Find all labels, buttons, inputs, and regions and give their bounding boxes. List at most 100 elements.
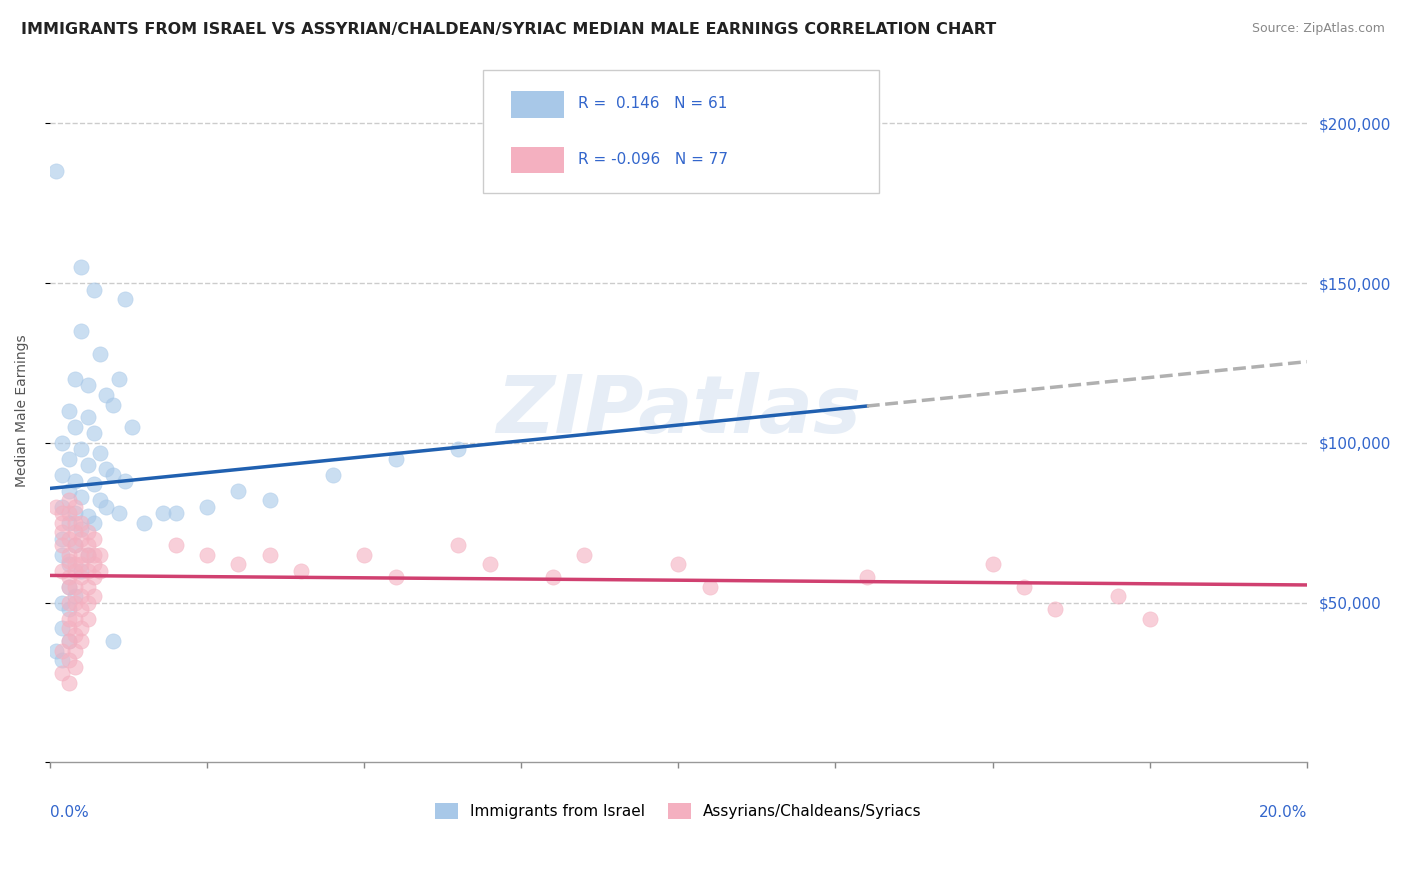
Point bbox=[63, 516, 86, 530]
Point bbox=[58, 634, 80, 648]
Point bbox=[76, 538, 98, 552]
Point bbox=[63, 372, 86, 386]
Point bbox=[51, 665, 73, 680]
Point bbox=[76, 378, 98, 392]
Point bbox=[58, 621, 80, 635]
Point bbox=[1012, 580, 1035, 594]
Point bbox=[58, 580, 80, 594]
Point bbox=[70, 548, 93, 562]
Point bbox=[1139, 612, 1161, 626]
Point bbox=[96, 388, 118, 402]
Point bbox=[63, 538, 86, 552]
Point bbox=[58, 493, 80, 508]
FancyBboxPatch shape bbox=[484, 70, 879, 194]
Point bbox=[70, 621, 93, 635]
Text: R =  0.146   N = 61: R = 0.146 N = 61 bbox=[578, 95, 727, 111]
Point bbox=[89, 493, 111, 508]
Point bbox=[70, 564, 93, 578]
Point bbox=[70, 532, 93, 546]
Point bbox=[76, 548, 98, 562]
Point bbox=[195, 548, 218, 562]
Point bbox=[96, 461, 118, 475]
Point bbox=[63, 500, 86, 514]
Point bbox=[132, 516, 155, 530]
Point bbox=[70, 558, 93, 572]
Point bbox=[699, 580, 721, 594]
Text: 0.0%: 0.0% bbox=[49, 805, 89, 820]
Point bbox=[70, 634, 93, 648]
Point bbox=[76, 410, 98, 425]
Point bbox=[51, 516, 73, 530]
Point bbox=[51, 564, 73, 578]
Point bbox=[51, 436, 73, 450]
Point bbox=[51, 532, 73, 546]
Point bbox=[58, 602, 80, 616]
Point bbox=[83, 558, 105, 572]
Point bbox=[121, 420, 143, 434]
Point bbox=[63, 525, 86, 540]
Point bbox=[541, 570, 564, 584]
Point bbox=[165, 506, 187, 520]
Point bbox=[51, 538, 73, 552]
Point bbox=[1107, 590, 1129, 604]
Point bbox=[63, 596, 86, 610]
Point bbox=[45, 643, 67, 657]
Point bbox=[322, 467, 344, 482]
Point bbox=[63, 627, 86, 641]
Point bbox=[981, 558, 1004, 572]
FancyBboxPatch shape bbox=[512, 91, 564, 118]
Point bbox=[89, 346, 111, 360]
Point bbox=[58, 558, 80, 572]
Point bbox=[228, 558, 250, 572]
Point bbox=[83, 532, 105, 546]
Point bbox=[70, 260, 93, 275]
Point bbox=[108, 506, 131, 520]
Point bbox=[51, 506, 73, 520]
Point bbox=[58, 675, 80, 690]
Point bbox=[63, 506, 86, 520]
Point bbox=[58, 532, 80, 546]
Point bbox=[447, 442, 470, 457]
Point bbox=[58, 634, 80, 648]
Point bbox=[51, 525, 73, 540]
Point bbox=[447, 538, 470, 552]
Point bbox=[70, 442, 93, 457]
Point bbox=[259, 548, 281, 562]
Point bbox=[101, 467, 124, 482]
Point bbox=[58, 548, 80, 562]
Legend: Immigrants from Israel, Assyrians/Chaldeans/Syriacs: Immigrants from Israel, Assyrians/Chalde… bbox=[429, 797, 928, 825]
Point bbox=[76, 525, 98, 540]
Text: Source: ZipAtlas.com: Source: ZipAtlas.com bbox=[1251, 22, 1385, 36]
Point bbox=[63, 612, 86, 626]
Point bbox=[63, 475, 86, 489]
Point bbox=[58, 516, 80, 530]
Point bbox=[76, 509, 98, 524]
Point bbox=[70, 324, 93, 338]
Point bbox=[76, 580, 98, 594]
Point bbox=[58, 596, 80, 610]
Point bbox=[96, 500, 118, 514]
Point bbox=[76, 458, 98, 473]
Text: ZIPatlas: ZIPatlas bbox=[496, 372, 860, 450]
Point bbox=[572, 548, 595, 562]
Point bbox=[63, 659, 86, 673]
Point bbox=[58, 483, 80, 498]
Point bbox=[76, 596, 98, 610]
Point bbox=[51, 500, 73, 514]
Point bbox=[89, 548, 111, 562]
Point bbox=[51, 653, 73, 667]
Point bbox=[63, 564, 86, 578]
Point bbox=[58, 452, 80, 467]
Point bbox=[259, 493, 281, 508]
Point bbox=[76, 548, 98, 562]
Point bbox=[63, 580, 86, 594]
Point bbox=[856, 570, 879, 584]
Point bbox=[165, 538, 187, 552]
Point bbox=[58, 653, 80, 667]
Point bbox=[195, 500, 218, 514]
Point bbox=[384, 452, 406, 467]
Point bbox=[108, 372, 131, 386]
Point bbox=[114, 292, 136, 306]
Point bbox=[51, 596, 73, 610]
Point bbox=[45, 500, 67, 514]
